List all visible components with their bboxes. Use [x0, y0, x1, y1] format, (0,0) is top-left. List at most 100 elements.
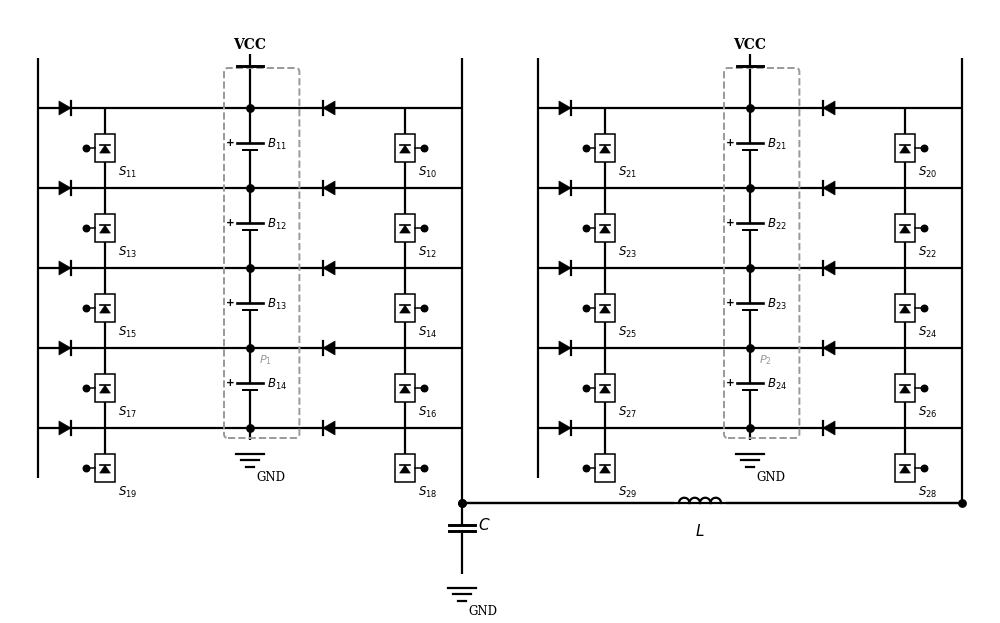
Polygon shape [323, 101, 335, 115]
Polygon shape [400, 465, 410, 473]
Point [578, 383, 594, 393]
Point [416, 463, 432, 473]
Text: $S_{26}$: $S_{26}$ [918, 406, 937, 421]
Bar [395, 134, 415, 163]
Point [742, 423, 758, 433]
Polygon shape [600, 465, 610, 473]
Text: $S_{22}$: $S_{22}$ [918, 245, 937, 260]
Point [916, 383, 932, 393]
Polygon shape [59, 261, 71, 275]
Polygon shape [900, 465, 910, 473]
Polygon shape [559, 261, 571, 275]
Point [416, 383, 432, 393]
Point [578, 143, 594, 153]
Text: +: + [226, 298, 235, 308]
Bar [95, 134, 115, 163]
Text: $B_{23}$: $B_{23}$ [767, 297, 787, 312]
Polygon shape [823, 181, 835, 195]
Text: $S_{15}$: $S_{15}$ [118, 325, 137, 340]
Text: $L$: $L$ [695, 523, 705, 539]
Text: GND: GND [468, 605, 497, 618]
Text: $S_{29}$: $S_{29}$ [618, 485, 637, 500]
Polygon shape [400, 225, 410, 233]
Text: $B_{12}$: $B_{12}$ [267, 217, 287, 232]
Point [916, 463, 932, 473]
Point [954, 498, 970, 508]
Polygon shape [559, 341, 571, 355]
Polygon shape [100, 225, 110, 233]
Polygon shape [823, 261, 835, 275]
Text: +: + [726, 218, 735, 228]
Bar [595, 134, 615, 163]
Polygon shape [59, 421, 71, 435]
Text: +: + [226, 378, 235, 388]
Bar [895, 454, 915, 482]
Bar [595, 374, 615, 402]
Text: $S_{13}$: $S_{13}$ [118, 245, 137, 260]
Bar [95, 293, 115, 322]
Bar [595, 214, 615, 242]
Text: $S_{20}$: $S_{20}$ [918, 165, 937, 181]
Point [454, 498, 470, 508]
Text: GND: GND [756, 471, 785, 484]
Polygon shape [600, 225, 610, 233]
Point [242, 423, 258, 433]
Point [916, 303, 932, 313]
Text: $P_2$: $P_2$ [759, 353, 772, 367]
Text: $S_{21}$: $S_{21}$ [618, 165, 637, 181]
Bar [95, 214, 115, 242]
Polygon shape [59, 181, 71, 195]
Point [742, 263, 758, 273]
Bar [395, 454, 415, 482]
Text: $S_{10}$: $S_{10}$ [418, 165, 437, 181]
Point [416, 303, 432, 313]
Polygon shape [600, 145, 610, 153]
Text: $C$: $C$ [478, 517, 491, 533]
Point [78, 143, 94, 153]
Bar [895, 134, 915, 163]
Polygon shape [823, 101, 835, 115]
Text: $S_{12}$: $S_{12}$ [418, 245, 437, 260]
Point [916, 143, 932, 153]
Point [242, 343, 258, 353]
Text: +: + [226, 218, 235, 228]
Text: $B_{13}$: $B_{13}$ [267, 297, 287, 312]
Polygon shape [323, 261, 335, 275]
Point [416, 223, 432, 233]
Point [78, 463, 94, 473]
Text: $S_{14}$: $S_{14}$ [418, 325, 437, 340]
Text: $S_{23}$: $S_{23}$ [618, 245, 637, 260]
Bar [395, 293, 415, 322]
Point [454, 498, 470, 508]
Polygon shape [900, 225, 910, 233]
Text: $B_{21}$: $B_{21}$ [767, 136, 787, 151]
Point [78, 303, 94, 313]
Point [916, 223, 932, 233]
Point [242, 103, 258, 113]
Text: $S_{16}$: $S_{16}$ [418, 406, 437, 421]
Polygon shape [823, 341, 835, 355]
Polygon shape [323, 181, 335, 195]
Text: $B_{11}$: $B_{11}$ [267, 136, 287, 151]
Text: $S_{11}$: $S_{11}$ [118, 165, 137, 181]
Text: +: + [726, 378, 735, 388]
Text: +: + [726, 138, 735, 148]
Point [78, 223, 94, 233]
Text: $B_{24}$: $B_{24}$ [767, 376, 787, 392]
Bar [595, 293, 615, 322]
Text: +: + [726, 298, 735, 308]
Polygon shape [100, 145, 110, 153]
Text: VCC: VCC [734, 38, 767, 52]
Text: $S_{19}$: $S_{19}$ [118, 485, 137, 500]
Point [416, 143, 432, 153]
Text: $S_{24}$: $S_{24}$ [918, 325, 937, 340]
Text: VCC: VCC [234, 38, 266, 52]
Polygon shape [559, 101, 571, 115]
Polygon shape [400, 385, 410, 393]
Point [578, 303, 594, 313]
Polygon shape [823, 421, 835, 435]
Polygon shape [100, 465, 110, 473]
Polygon shape [559, 421, 571, 435]
Text: $S_{17}$: $S_{17}$ [118, 406, 137, 421]
Point [242, 183, 258, 193]
